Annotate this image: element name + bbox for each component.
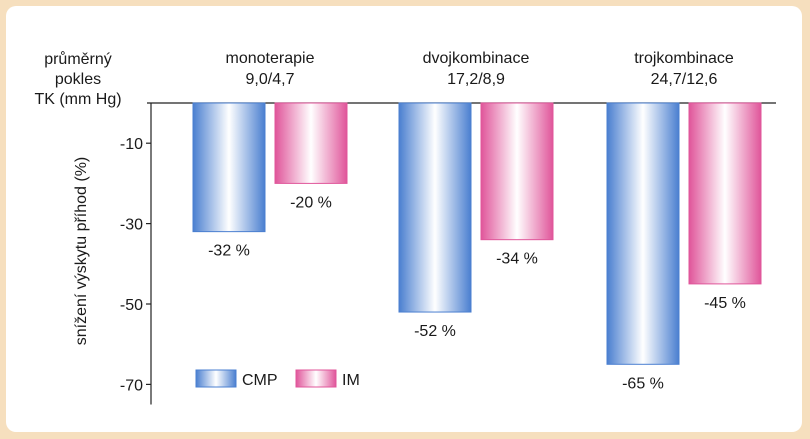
bar-im bbox=[274, 102, 348, 184]
bar-value-label: -52 % bbox=[414, 323, 456, 340]
y-tick-label: -70 bbox=[120, 377, 143, 394]
category-labels: monoterapie 9,0/4,7 dvojkombinace 17,2/8,9 t… bbox=[226, 50, 734, 88]
category-sublabel: 17,2/8,9 bbox=[447, 71, 505, 88]
bars bbox=[192, 102, 762, 365]
legend-swatch bbox=[295, 369, 337, 388]
category-label: dvojkombinace bbox=[423, 50, 530, 67]
header-label-line-2: pokles bbox=[55, 71, 101, 88]
legend-item-im: IM bbox=[295, 369, 360, 389]
bar-value-label: -65 % bbox=[622, 375, 664, 392]
y-tick-label: -50 bbox=[120, 297, 143, 314]
y-axis-label: snížení výskytu příhod (%) bbox=[73, 157, 90, 346]
legend-item-cmp: CMP bbox=[195, 369, 278, 389]
category-sublabel: 24,7/12,6 bbox=[651, 71, 718, 88]
y-tick-label: -30 bbox=[120, 217, 143, 234]
header-label-line-3: TK (mm Hg) bbox=[34, 91, 121, 108]
bar-im bbox=[480, 102, 554, 241]
bar-im bbox=[688, 102, 762, 285]
category-label: trojkombinace bbox=[634, 50, 734, 67]
bar-value-labels: -32 % -20 % -52 % -34 % -65 % -45 % bbox=[208, 194, 746, 392]
legend: CMP IM bbox=[195, 369, 360, 389]
bar-value-label: -34 % bbox=[496, 251, 538, 268]
bar-value-label: -45 % bbox=[704, 295, 746, 312]
bar-chart: průměrný pokles TK (mm Hg) snížení výsky… bbox=[34, 50, 776, 405]
category-label: monoterapie bbox=[226, 50, 315, 67]
bar-value-label: -32 % bbox=[208, 243, 250, 260]
chart-panel: průměrný pokles TK (mm Hg) snížení výsky… bbox=[6, 6, 802, 432]
bar-cmp bbox=[606, 102, 680, 365]
bar-cmp bbox=[192, 102, 266, 233]
y-tick-label: -10 bbox=[120, 136, 143, 153]
header-label: průměrný pokles TK (mm Hg) bbox=[34, 50, 121, 108]
legend-label: CMP bbox=[242, 372, 278, 389]
category-sublabel: 9,0/4,7 bbox=[246, 71, 295, 88]
legend-label: IM bbox=[342, 372, 360, 389]
bar-value-label: -20 % bbox=[290, 194, 332, 211]
bar-cmp bbox=[398, 102, 472, 313]
legend-swatch bbox=[195, 369, 237, 388]
header-label-line-1: průměrný bbox=[44, 50, 112, 68]
